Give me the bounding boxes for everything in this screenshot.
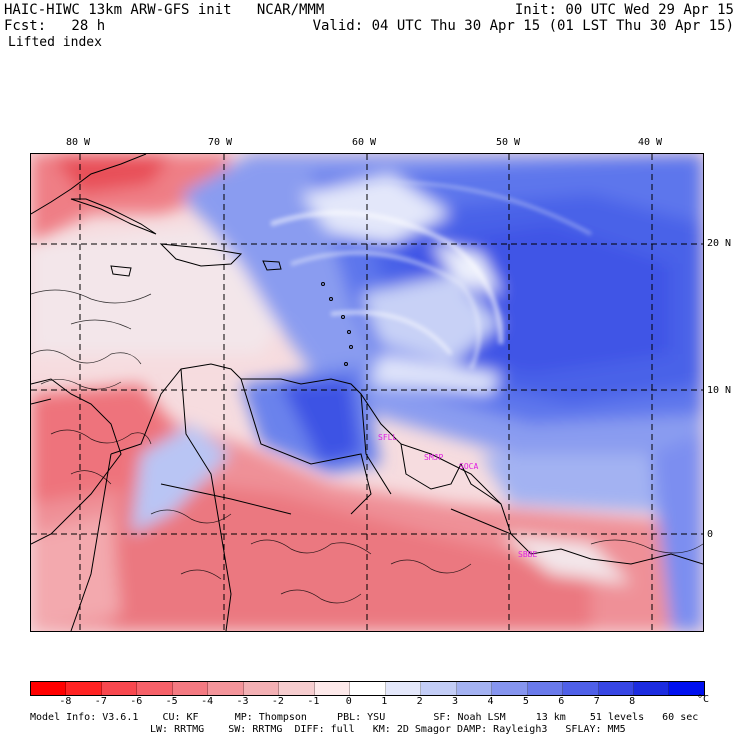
colorbar-swatch bbox=[101, 682, 138, 695]
lon-label-70w: 70 W bbox=[208, 137, 233, 148]
colorbar-tick-label: -7 bbox=[94, 696, 107, 707]
colorbar-tick-label: 6 bbox=[558, 696, 565, 707]
model-info-line1: Model Info: V3.6.1 CU: KF MP: Thompson P… bbox=[30, 712, 699, 723]
colorbar-tick-label: -2 bbox=[271, 696, 284, 707]
colorbar-tick-label: 1 bbox=[381, 696, 388, 707]
graticule bbox=[31, 154, 703, 631]
colorbar-swatch bbox=[137, 682, 173, 695]
colorbar-swatch bbox=[243, 682, 280, 695]
colorbar-tick-label: 7 bbox=[593, 696, 600, 707]
model-title: HAIC-HIWC 13km ARW-GFS init NCAR/MMM bbox=[4, 2, 325, 18]
colorbar-tick-label: 3 bbox=[452, 696, 459, 707]
colorbar-tick-label: 2 bbox=[416, 696, 423, 707]
colorbar-swatch bbox=[456, 682, 493, 695]
contours bbox=[31, 289, 703, 604]
lifted-index-map: SFLL SMJP SOCA SBBE bbox=[30, 153, 704, 632]
colorbar-tick-label: -8 bbox=[59, 696, 72, 707]
colorbar-swatch bbox=[314, 682, 351, 695]
station-label: SMJP bbox=[424, 453, 444, 462]
colorbar bbox=[30, 681, 705, 696]
colorbar-swatch bbox=[598, 682, 634, 695]
model-info-line2: LW: RRTMG SW: RRTMG DIFF: full KM: 2D Sm… bbox=[150, 724, 626, 735]
colorbar-swatch bbox=[492, 682, 528, 695]
colorbar-swatch bbox=[669, 682, 704, 695]
station-label: SFLL bbox=[378, 433, 398, 442]
colorbar-swatch bbox=[172, 682, 209, 695]
map-canvas bbox=[31, 154, 703, 631]
forecast-hour: Fcst: 28 h bbox=[4, 18, 106, 34]
lon-label-60w: 60 W bbox=[352, 137, 377, 148]
colorbar-tick-label: -1 bbox=[307, 696, 320, 707]
station-label: SBBE bbox=[518, 550, 538, 559]
lon-label-50w: 50 W bbox=[496, 137, 521, 148]
colorbar-swatch bbox=[350, 682, 386, 695]
colorbar-tick-label: -6 bbox=[130, 696, 143, 707]
colorbar-tick-label: 8 bbox=[629, 696, 636, 707]
colorbar-swatch bbox=[279, 682, 315, 695]
colorbar-swatch bbox=[385, 682, 422, 695]
colorbar-tick-label: -4 bbox=[201, 696, 214, 707]
colorbar-swatch bbox=[421, 682, 457, 695]
colorbar-swatch bbox=[633, 682, 670, 695]
colorbar-tick-label: 4 bbox=[487, 696, 494, 707]
colorbar-tick-label: 0 bbox=[345, 696, 352, 707]
colorbar-swatch bbox=[31, 682, 67, 695]
lat-label-0: 0 bbox=[707, 529, 714, 540]
colorbar-unit: °C bbox=[697, 694, 710, 705]
colorbar-swatch bbox=[208, 682, 244, 695]
colorbar-swatch bbox=[66, 682, 102, 695]
lat-label-10n: 10 N bbox=[707, 385, 732, 396]
colorbar-tick-label: 5 bbox=[522, 696, 529, 707]
coastlines bbox=[31, 154, 703, 631]
station-label: SOCA bbox=[459, 462, 479, 471]
colorbar-tick-label: -3 bbox=[236, 696, 249, 707]
swirl-texture bbox=[270, 181, 592, 370]
lat-label-20n: 20 N bbox=[707, 238, 732, 249]
colorbar-tick-label: -5 bbox=[165, 696, 178, 707]
colorbar-swatch bbox=[563, 682, 599, 695]
lon-label-80w: 80 W bbox=[66, 137, 91, 148]
colorbar-swatch bbox=[527, 682, 564, 695]
valid-time: Valid: 04 UTC Thu 30 Apr 15 (01 LST Thu … bbox=[312, 18, 734, 34]
field-name: Lifted index bbox=[8, 35, 102, 50]
lon-label-40w: 40 W bbox=[638, 137, 663, 148]
init-time: Init: 00 UTC Wed 29 Apr 15 bbox=[514, 2, 734, 18]
